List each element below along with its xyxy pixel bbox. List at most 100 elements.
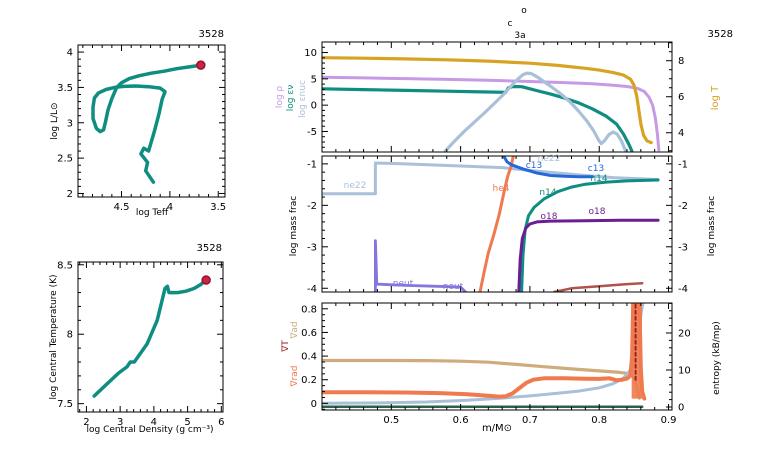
right-y-tick-label: 20: [678, 328, 691, 339]
right-y-tick-label: -1: [678, 159, 688, 170]
label-rad: ∇rad: [290, 366, 300, 388]
x-tick-label: 6: [218, 417, 224, 428]
label-log-l-l: log L/L⊙: [50, 102, 60, 139]
abundances-series-group: [322, 156, 660, 292]
central-t-rho-frame: [77, 261, 224, 413]
series-log-rho: [322, 75, 661, 152]
series-grad-rad: [322, 303, 647, 401]
x-tick-label: 0.9: [661, 415, 677, 426]
right-y-tick-label: -3: [678, 242, 688, 253]
y-tick-label: 0.8: [301, 304, 317, 315]
label-log-mass-frac: log mass frac: [289, 196, 299, 256]
right-y-tick-label: 6: [678, 92, 684, 103]
label-log-central-density-g-cm: log Central Density (g cm⁻³): [87, 425, 214, 435]
right-y-tick-label: -2: [678, 201, 688, 212]
label-3a: 3a: [514, 31, 525, 41]
label-c: c: [508, 19, 513, 29]
label-3528: 3528: [197, 243, 222, 254]
y-tick-label: 0.6: [301, 328, 317, 339]
x-tick-label: 5: [184, 417, 190, 428]
label-log-mass-frac: log mass frac: [707, 196, 717, 256]
x-tick-label: 4.5: [114, 202, 130, 213]
profile-structure-series-group: [322, 56, 661, 152]
y-tick-label: -4: [307, 284, 317, 295]
gradients-entropy-panel: 0.5 0.6 0.7 0.8 0.900.20.40.60.801020∇ad∇T∇r…: [281, 302, 722, 434]
label-t: ∇T: [281, 340, 291, 353]
central-t-rho-current-model-marker: [201, 275, 211, 285]
y-tick-label: 2: [67, 189, 73, 200]
gradients-entropy-series-group: [322, 303, 647, 408]
label-o: o: [521, 6, 527, 16]
series-trace-isotope: [552, 282, 644, 292]
label-o18: o18: [589, 207, 606, 217]
series-entropy: [322, 303, 645, 405]
x-tick-label: 0.8: [591, 415, 607, 426]
label-n14: n14: [590, 174, 607, 184]
label-3528: 3528: [199, 29, 224, 40]
right-y-tick-label: 4: [678, 128, 684, 139]
x-tick-label: 3.5: [210, 202, 226, 213]
series-log-T: [322, 56, 653, 145]
y-tick-label: 0: [311, 399, 317, 410]
label-log-nuc: log εnuc: [298, 80, 308, 118]
hr-diagram-panel: 4.5 4 3.5 2 2.5 3 3.5 4 3528 log Teff log L/L⊙: [50, 29, 226, 218]
series-ne22: [322, 161, 660, 196]
label-n14: n14: [539, 188, 556, 198]
y-tick-label: 2.5: [57, 154, 73, 165]
series-log-eps-nuc: [443, 71, 628, 152]
x-tick-label: 3: [117, 417, 123, 428]
series-grad-T: [322, 303, 635, 397]
y-tick-label: 4: [67, 48, 73, 59]
label-c13: c13: [588, 164, 604, 174]
y-tick-label: 8.5: [57, 260, 73, 271]
y-tick-label: -5: [307, 127, 317, 138]
x-tick-label: 4: [167, 202, 173, 213]
label-log-teff: log Teff: [136, 208, 169, 218]
series-convection-spike: [631, 303, 642, 399]
central-t-rho-series-group: [92, 278, 208, 398]
label-neut: neut: [443, 282, 464, 292]
x-tick-label: 2: [83, 417, 89, 428]
series-log-eps-neu: [322, 84, 634, 152]
series-hr-track: [91, 63, 203, 184]
label-m-m: m/M⊙: [482, 423, 512, 434]
label-ne22: ne22: [538, 154, 561, 164]
y-tick-label: 0.4: [301, 352, 317, 363]
label-log-t: log T: [710, 85, 721, 110]
hr-diagram-frame: [77, 44, 226, 198]
y-tick-label: 0.2: [301, 375, 317, 386]
series-c13: [502, 156, 594, 179]
y-tick-label: 7.5: [57, 399, 73, 410]
label-entropy-kb-mp: entropy (kB/mp): [712, 321, 722, 395]
abundances-frame: [321, 155, 673, 293]
y-tick-label: 8: [67, 330, 73, 341]
x-tick-label: 0.5: [383, 415, 399, 426]
right-y-tick-label: 8: [678, 56, 684, 67]
label-log: log εν: [286, 85, 296, 111]
series-o18: [517, 218, 660, 292]
label-o18: o18: [541, 212, 558, 222]
label-ne22: ne22: [344, 181, 367, 191]
x-tick-label: 0.7: [522, 415, 538, 426]
x-tick-label: 4: [151, 417, 157, 428]
hr-diagram-current-model-marker: [196, 60, 206, 70]
x-tick-label: 0.6: [453, 415, 469, 426]
central-t-rho-panel: 2 3 4 5 6 7.5 8 8.5 3528 log Central Density (g c…: [49, 243, 225, 435]
y-tick-label: -1: [307, 159, 317, 170]
y-tick-label: -2: [307, 201, 317, 212]
label-c13: c13: [526, 161, 542, 171]
y-tick-label: 3: [67, 118, 73, 129]
label-log-central-temperature-k: log Central Temperature (K): [49, 274, 59, 399]
series-he4: [478, 156, 515, 292]
y-tick-label: -3: [307, 242, 317, 253]
right-y-tick-label: -4: [678, 284, 688, 295]
series-central-conditions-track: [92, 278, 208, 398]
abundances-panel: -1 -2 -3 -4 -1 -2 -3 -4 log mass frac log mass fr…: [289, 154, 717, 295]
label-3528: 3528: [708, 29, 733, 40]
y-tick-label: 3.5: [57, 83, 73, 94]
label-he4: he4: [493, 184, 510, 194]
y-tick-label: 0: [311, 101, 317, 112]
right-y-tick-label: 0: [678, 403, 684, 414]
